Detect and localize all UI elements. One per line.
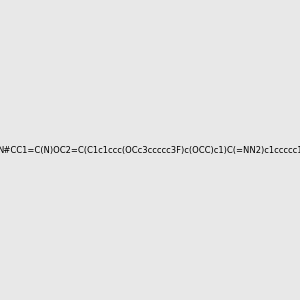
Text: N#CC1=C(N)OC2=C(C1c1ccc(OCc3ccccc3F)c(OCC)c1)C(=NN2)c1ccccc1: N#CC1=C(N)OC2=C(C1c1ccc(OCc3ccccc3F)c(OC… <box>0 146 300 154</box>
